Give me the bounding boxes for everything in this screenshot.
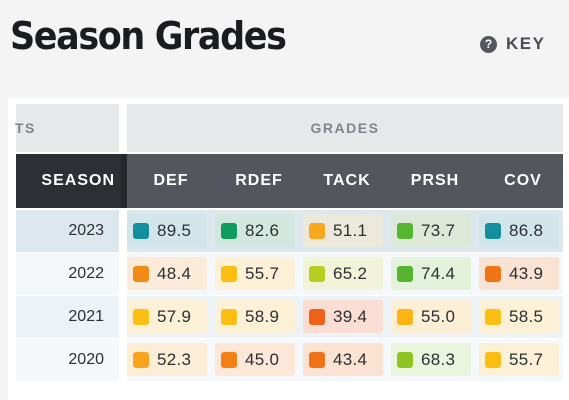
grade-value: 73.7 (421, 220, 456, 240)
table-row: 2020 52.3 45.0 43.4 68.3 55.7 (16, 339, 563, 381)
grade-color-swatch (309, 222, 325, 239)
grade-cell-cov: 58.5 (479, 300, 559, 333)
column-header-row: SEASON DEF RDEF TACK PRSH COV (16, 154, 563, 208)
grade-cell-tack: 51.1 (303, 214, 383, 247)
grade-value: 55.7 (245, 263, 280, 283)
grade-value: 55.0 (421, 306, 456, 326)
column-header-def[interactable]: DEF (153, 172, 189, 189)
grade-value: 82.6 (245, 220, 280, 240)
grade-value: 48.4 (157, 263, 192, 283)
help-icon: ? (480, 35, 497, 53)
grade-color-swatch (397, 265, 413, 282)
column-header-prsh[interactable]: PRSH (410, 172, 460, 189)
grade-color-swatch (309, 351, 325, 368)
grade-color-swatch (309, 308, 325, 325)
grade-color-swatch (485, 351, 501, 368)
column-divider (119, 104, 127, 152)
grade-color-swatch (133, 222, 149, 239)
grade-value: 55.7 (509, 349, 544, 369)
season-cell: 2022 (68, 265, 104, 282)
grade-cell-rdef: 45.0 (215, 343, 295, 376)
grade-cell-prsh: 74.4 (391, 257, 471, 290)
column-header-cov[interactable]: COV (504, 172, 542, 189)
grade-color-swatch (485, 308, 501, 325)
grade-cell-def: 48.4 (127, 257, 207, 290)
grade-color-swatch (221, 265, 237, 282)
column-divider (119, 296, 127, 338)
grade-cell-prsh: 68.3 (391, 343, 471, 376)
grade-color-swatch (485, 222, 501, 239)
group-header-grades: GRADES (127, 104, 563, 152)
key-button[interactable]: ? KEY (480, 34, 545, 54)
grade-value: 39.4 (333, 306, 368, 326)
grade-cell-prsh: 55.0 (391, 300, 471, 333)
grade-value: 65.2 (333, 263, 368, 283)
column-divider (121, 154, 127, 208)
key-label: KEY (506, 34, 546, 53)
grade-color-swatch (133, 265, 149, 282)
grade-cell-tack: 39.4 (303, 300, 383, 333)
grade-value: 45.0 (245, 349, 280, 369)
column-divider (119, 253, 127, 295)
column-header-tack[interactable]: TACK (323, 172, 371, 189)
grade-cell-rdef: 82.6 (215, 214, 295, 247)
grade-color-swatch (133, 308, 149, 325)
grade-color-swatch (397, 351, 413, 368)
grade-cell-tack: 65.2 (303, 257, 383, 290)
grade-color-swatch (221, 222, 237, 239)
group-header-row: TS GRADES (15, 104, 563, 152)
grade-value: 43.4 (333, 349, 368, 369)
grade-value: 74.4 (421, 263, 456, 283)
season-cell: 2021 (68, 308, 104, 325)
grade-color-swatch (133, 351, 149, 368)
grade-value: 89.5 (157, 220, 192, 240)
grade-cell-prsh: 73.7 (391, 214, 471, 247)
grade-cell-cov: 55.7 (479, 343, 559, 376)
grade-cell-def: 89.5 (127, 214, 207, 247)
table-row: 2022 48.4 55.7 65.2 74.4 43.9 (16, 253, 563, 295)
season-cell: 2023 (68, 222, 104, 239)
grade-value: 68.3 (421, 349, 456, 369)
grade-value: 51.1 (333, 220, 368, 240)
grade-value: 58.5 (509, 306, 544, 326)
grade-color-swatch (485, 265, 501, 282)
table-row: 2021 57.9 58.9 39.4 55.0 58.5 (16, 296, 563, 338)
group-header-left: TS (15, 104, 119, 152)
grade-value: 58.9 (245, 306, 280, 326)
grade-value: 86.8 (509, 220, 544, 240)
column-divider (119, 210, 127, 252)
column-header-rdef[interactable]: RDEF (235, 172, 283, 189)
grade-color-swatch (397, 308, 413, 325)
grade-cell-cov: 86.8 (479, 214, 559, 247)
grade-cell-cov: 43.9 (479, 257, 559, 290)
grade-color-swatch (221, 308, 237, 325)
grade-color-swatch (221, 351, 237, 368)
grade-value: 57.9 (157, 306, 192, 326)
group-left-label: TS (15, 120, 36, 136)
grade-cell-rdef: 55.7 (215, 257, 295, 290)
page-title: Season Grades (10, 14, 287, 58)
grade-cell-rdef: 58.9 (215, 300, 295, 333)
page-header: Season Grades ? KEY (0, 0, 569, 90)
column-header-season[interactable]: SEASON (16, 154, 121, 208)
season-cell: 2020 (68, 351, 104, 368)
grade-cell-def: 57.9 (127, 300, 207, 333)
grades-table: TS GRADES SEASON DEF RDEF TACK PRSH COV … (8, 98, 569, 400)
table-row: 2023 89.5 82.6 51.1 73.7 86.8 (16, 210, 563, 252)
grade-cell-def: 52.3 (127, 343, 207, 376)
grade-color-swatch (309, 265, 325, 282)
grade-cell-tack: 43.4 (303, 343, 383, 376)
grade-value: 52.3 (157, 349, 192, 369)
column-divider (119, 339, 127, 381)
grade-color-swatch (397, 222, 413, 239)
grade-value: 43.9 (509, 263, 544, 283)
